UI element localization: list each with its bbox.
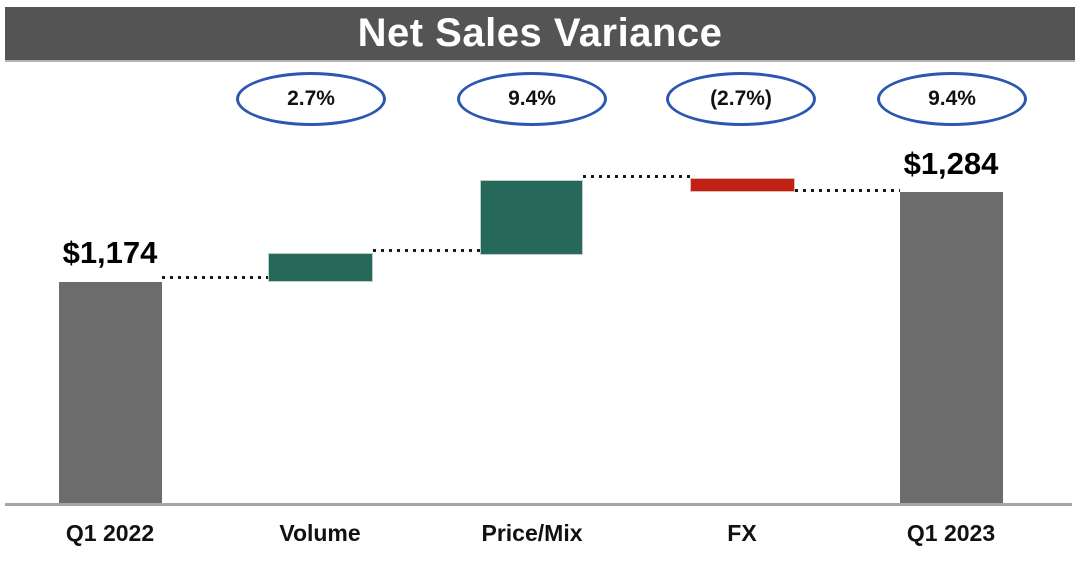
x-label-fx: FX (727, 520, 757, 546)
end-value-label: $1,284 (903, 146, 999, 181)
pct-oval-q1-2023-label: 9.4% (928, 87, 976, 110)
pct-oval-pricemix: 9.4% (457, 72, 607, 126)
x-label-q1-2023: Q1 2023 (906, 520, 996, 546)
bar-q1-2023 (900, 192, 1003, 503)
pct-oval-fx-label: (2.7%) (710, 87, 772, 110)
pct-oval-volume-label: 2.7% (287, 87, 335, 110)
connector-pricemix-to-fx (583, 175, 690, 178)
x-axis-line (5, 503, 1072, 506)
pct-oval-pricemix-label: 9.4% (508, 87, 556, 110)
connector-fx-to-q1-2023 (795, 189, 900, 192)
connector-q1-2022-to-volume (162, 276, 268, 279)
bar-q1-2022 (59, 282, 162, 503)
start-value-label: $1,174 (62, 235, 158, 270)
chart-title-banner: Net Sales Variance (5, 7, 1075, 62)
pct-oval-fx: (2.7%) (666, 72, 816, 126)
chart-title: Net Sales Variance (357, 11, 723, 55)
connector-volume-to-pricemix (373, 249, 480, 252)
x-label-price-mix: Price/Mix (481, 520, 583, 546)
bar-volume (268, 253, 373, 282)
bar-price-mix (480, 180, 583, 255)
x-label-q1-2022: Q1 2022 (65, 520, 155, 546)
pct-oval-q1-2023: 9.4% (877, 72, 1027, 126)
x-label-volume: Volume (279, 520, 361, 546)
pct-oval-volume: 2.7% (236, 72, 386, 126)
bar-fx (690, 178, 795, 192)
